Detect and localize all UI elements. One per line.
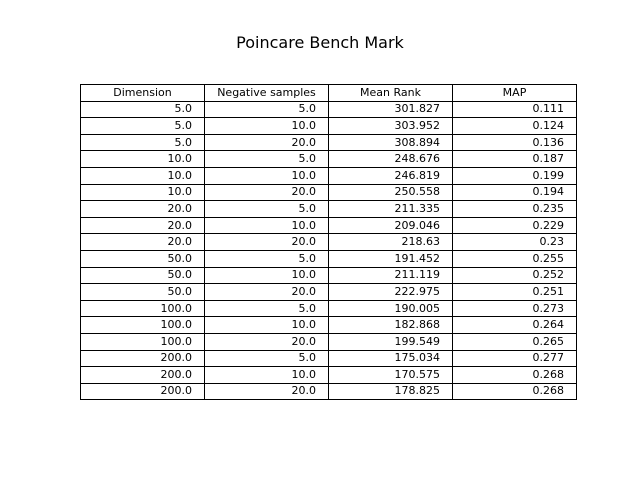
- cell-mean-rank: 250.558: [328, 183, 453, 202]
- cell-negative-samples: 5.0: [204, 349, 329, 368]
- cell-negative-samples: 20.0: [204, 183, 329, 202]
- table-row: 5.0 20.0 308.894 0.136: [80, 133, 577, 152]
- cell-map: 0.23: [452, 233, 577, 251]
- cell-dimension: 20.0: [80, 233, 205, 251]
- cell-dimension: 200.0: [80, 349, 205, 368]
- cell-negative-samples: 5.0: [204, 200, 329, 218]
- cell-mean-rank: 246.819: [328, 166, 453, 185]
- cell-map: 0.187: [452, 150, 577, 168]
- cell-map: 0.199: [452, 166, 577, 185]
- cell-dimension: 20.0: [80, 216, 205, 235]
- cell-mean-rank: 170.575: [328, 366, 453, 384]
- table-row: 20.0 20.0 218.63 0.23: [80, 233, 577, 251]
- cell-dimension: 200.0: [80, 366, 205, 384]
- cell-dimension: 50.0: [80, 249, 205, 268]
- cell-dimension: 50.0: [80, 266, 205, 285]
- cell-dimension: 50.0: [80, 283, 205, 301]
- column-header-map: MAP: [452, 84, 577, 102]
- cell-map: 0.268: [452, 366, 577, 384]
- chart-title: Poincare Bench Mark: [236, 33, 404, 52]
- cell-negative-samples: 10.0: [204, 117, 329, 135]
- cell-map: 0.235: [452, 200, 577, 218]
- cell-mean-rank: 211.335: [328, 200, 453, 218]
- benchmark-table-container: Dimension Negative samples Mean Rank MAP…: [80, 84, 577, 401]
- column-header-mean-rank: Mean Rank: [328, 84, 453, 102]
- table-row: 10.0 20.0 250.558 0.194: [80, 183, 577, 202]
- cell-map: 0.255: [452, 249, 577, 268]
- cell-map: 0.194: [452, 183, 577, 202]
- cell-mean-rank: 182.868: [328, 316, 453, 334]
- cell-dimension: 10.0: [80, 150, 205, 168]
- cell-negative-samples: 10.0: [204, 366, 329, 384]
- table-row: 20.0 5.0 211.335 0.235: [80, 200, 577, 218]
- table-row: 100.0 10.0 182.868 0.264: [80, 316, 577, 334]
- cell-dimension: 100.0: [80, 316, 205, 334]
- table-row: 5.0 5.0 301.827 0.111: [80, 100, 577, 119]
- cell-map: 0.136: [452, 133, 577, 152]
- cell-negative-samples: 10.0: [204, 316, 329, 334]
- column-header-negative-samples: Negative samples: [204, 84, 329, 102]
- cell-mean-rank: 178.825: [328, 382, 453, 401]
- cell-negative-samples: 20.0: [204, 382, 329, 401]
- cell-dimension: 100.0: [80, 299, 205, 318]
- cell-dimension: 10.0: [80, 183, 205, 202]
- cell-mean-rank: 211.119: [328, 266, 453, 285]
- cell-map: 0.251: [452, 283, 577, 301]
- cell-mean-rank: 199.549: [328, 332, 453, 351]
- cell-mean-rank: 190.005: [328, 299, 453, 318]
- cell-mean-rank: 222.975: [328, 283, 453, 301]
- cell-dimension: 100.0: [80, 332, 205, 351]
- cell-dimension: 5.0: [80, 117, 205, 135]
- table-header-row: Dimension Negative samples Mean Rank MAP: [80, 84, 577, 102]
- cell-mean-rank: 191.452: [328, 249, 453, 268]
- cell-mean-rank: 209.046: [328, 216, 453, 235]
- cell-map: 0.265: [452, 332, 577, 351]
- table-row: 200.0 5.0 175.034 0.277: [80, 349, 577, 368]
- cell-map: 0.111: [452, 100, 577, 119]
- cell-negative-samples: 10.0: [204, 216, 329, 235]
- cell-map: 0.252: [452, 266, 577, 285]
- table-row: 50.0 10.0 211.119 0.252: [80, 266, 577, 285]
- benchmark-table: Dimension Negative samples Mean Rank MAP…: [80, 84, 577, 401]
- cell-negative-samples: 5.0: [204, 100, 329, 119]
- cell-dimension: 20.0: [80, 200, 205, 218]
- cell-mean-rank: 308.894: [328, 133, 453, 152]
- cell-negative-samples: 20.0: [204, 133, 329, 152]
- cell-map: 0.229: [452, 216, 577, 235]
- table-row: 200.0 20.0 178.825 0.268: [80, 382, 577, 401]
- cell-map: 0.124: [452, 117, 577, 135]
- cell-negative-samples: 5.0: [204, 249, 329, 268]
- cell-mean-rank: 175.034: [328, 349, 453, 368]
- table-row: 100.0 20.0 199.549 0.265: [80, 332, 577, 351]
- table-row: 50.0 5.0 191.452 0.255: [80, 249, 577, 268]
- cell-dimension: 200.0: [80, 382, 205, 401]
- cell-map: 0.273: [452, 299, 577, 318]
- cell-map: 0.277: [452, 349, 577, 368]
- cell-dimension: 10.0: [80, 166, 205, 185]
- table-row: 50.0 20.0 222.975 0.251: [80, 283, 577, 301]
- cell-mean-rank: 301.827: [328, 100, 453, 119]
- cell-mean-rank: 218.63: [328, 233, 453, 251]
- table-row: 5.0 10.0 303.952 0.124: [80, 117, 577, 135]
- cell-dimension: 5.0: [80, 100, 205, 119]
- cell-negative-samples: 10.0: [204, 166, 329, 185]
- cell-negative-samples: 20.0: [204, 283, 329, 301]
- column-header-dimension: Dimension: [80, 84, 205, 102]
- cell-mean-rank: 303.952: [328, 117, 453, 135]
- cell-negative-samples: 5.0: [204, 150, 329, 168]
- table-body: 5.0 5.0 301.827 0.111 5.0 10.0 303.952 0.124 5.0…: [80, 100, 577, 401]
- table-row: 10.0 5.0 248.676 0.187: [80, 150, 577, 168]
- table-row: 20.0 10.0 209.046 0.229: [80, 216, 577, 235]
- table-row: 200.0 10.0 170.575 0.268: [80, 366, 577, 384]
- cell-dimension: 5.0: [80, 133, 205, 152]
- table-row: 100.0 5.0 190.005 0.273: [80, 299, 577, 318]
- cell-map: 0.268: [452, 382, 577, 401]
- cell-mean-rank: 248.676: [328, 150, 453, 168]
- cell-negative-samples: 20.0: [204, 332, 329, 351]
- cell-negative-samples: 5.0: [204, 299, 329, 318]
- cell-negative-samples: 10.0: [204, 266, 329, 285]
- cell-map: 0.264: [452, 316, 577, 334]
- table-row: 10.0 10.0 246.819 0.199: [80, 166, 577, 185]
- cell-negative-samples: 20.0: [204, 233, 329, 251]
